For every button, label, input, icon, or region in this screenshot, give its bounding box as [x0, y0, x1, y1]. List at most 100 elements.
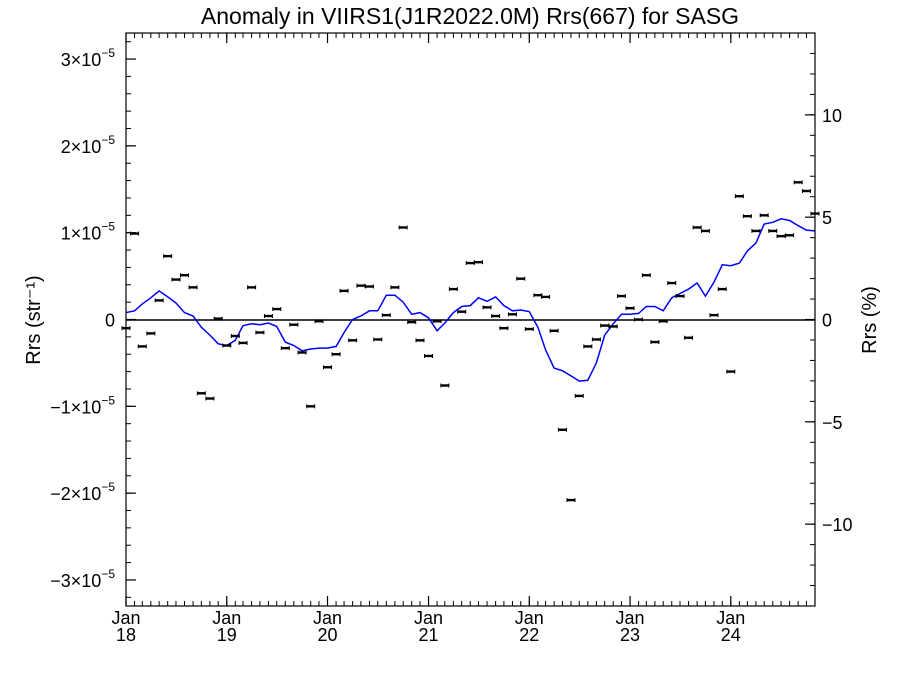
x-tick-label-month: Jan — [313, 608, 342, 628]
data-point — [667, 281, 677, 286]
trend-line — [125, 218, 816, 382]
data-point — [306, 404, 316, 409]
y-right-tick-label: 10 — [822, 106, 842, 126]
x-tick-label-month: Jan — [515, 608, 544, 628]
data-point — [684, 335, 694, 340]
data-point — [457, 309, 467, 314]
data-point — [734, 194, 744, 199]
data-point — [331, 352, 341, 357]
data-point — [297, 350, 307, 355]
x-tick-label-year: 23 — [620, 625, 640, 645]
data-point — [196, 391, 206, 396]
data-point — [717, 287, 727, 292]
data-point — [507, 312, 517, 317]
data-point — [641, 273, 651, 278]
y-right-tick-label: 0 — [822, 311, 832, 331]
y-axis-right-label: Rrs (%) — [859, 286, 881, 354]
y-axis-left-ticks: 3×10−5 2×10−5 1×10−5 0 −1×10−5 −2×10−5 −3×10−5 — [50, 41, 136, 598]
data-point — [407, 320, 417, 325]
data-point — [356, 283, 366, 288]
data-point — [280, 346, 290, 351]
data-point — [634, 317, 644, 322]
x-tick-label-year: 22 — [519, 625, 539, 645]
data-point — [213, 316, 223, 321]
data-point — [415, 338, 425, 343]
data-point — [272, 307, 282, 312]
data-point — [658, 319, 668, 324]
data-point — [424, 353, 434, 358]
data-point — [381, 313, 391, 318]
data-point — [390, 285, 400, 290]
data-point — [776, 234, 786, 239]
x-tick-label-year: 21 — [419, 625, 439, 645]
trend-line-series — [125, 218, 816, 382]
data-point — [263, 314, 273, 319]
data-point — [583, 344, 593, 349]
data-point — [574, 393, 584, 398]
y-right-tick-label: −10 — [822, 515, 853, 535]
data-point — [432, 319, 442, 324]
x-tick-label-month: Jan — [616, 608, 645, 628]
data-point — [533, 293, 543, 298]
x-tick-label-year: 18 — [116, 625, 136, 645]
data-point — [801, 189, 811, 194]
y-axis-right-ticks: 10 5 0 −5 −10 — [805, 32, 853, 607]
data-point — [541, 294, 551, 299]
data-point — [398, 225, 408, 230]
data-point — [130, 231, 140, 236]
y-axis-left-label: Rrs (str⁻¹) — [23, 275, 45, 364]
x-tick-label-year: 19 — [217, 625, 237, 645]
data-point — [482, 305, 492, 310]
data-point — [440, 383, 450, 388]
data-point — [339, 288, 349, 293]
data-point — [323, 365, 333, 370]
data-point — [348, 338, 358, 343]
data-point — [314, 319, 324, 324]
data-point — [591, 337, 601, 342]
data-point — [600, 323, 610, 328]
data-point — [692, 225, 702, 230]
y-left-tick-label: 2×10−5 — [61, 133, 116, 157]
data-point — [230, 333, 240, 338]
x-tick-label-month: Jan — [212, 608, 241, 628]
data-point — [146, 331, 156, 336]
data-point — [137, 344, 147, 349]
y-right-tick-label: 5 — [822, 208, 832, 228]
data-point — [289, 322, 299, 327]
anomaly-point-series — [121, 180, 820, 503]
y-left-tick-label: −3×10−5 — [50, 567, 115, 591]
y-left-tick-label: 1×10−5 — [61, 220, 116, 244]
data-point — [751, 228, 761, 233]
data-point — [180, 273, 190, 278]
data-point — [709, 313, 719, 318]
data-point — [566, 498, 576, 503]
data-point — [759, 213, 769, 218]
x-tick-label-year: 20 — [317, 625, 337, 645]
data-point — [205, 396, 215, 401]
data-point — [524, 327, 534, 332]
data-point — [364, 284, 374, 289]
y-right-tick-label: −5 — [822, 413, 843, 433]
data-point — [785, 233, 795, 238]
data-point — [465, 261, 475, 266]
data-point — [608, 324, 618, 329]
data-point — [171, 277, 181, 282]
data-point — [549, 328, 559, 333]
data-point — [238, 340, 248, 345]
chart-title: Anomaly in VIIRS1(J1R2022.0M) Rrs(667) f… — [201, 3, 739, 29]
data-point — [222, 343, 232, 348]
x-tick-label-month: Jan — [414, 608, 443, 628]
data-point — [154, 298, 164, 303]
data-point — [742, 214, 752, 219]
data-point — [373, 337, 383, 342]
plot-frame — [125, 32, 816, 607]
x-tick-label-year: 24 — [721, 625, 741, 645]
data-point — [726, 369, 736, 374]
x-tick-label-month: Jan — [716, 608, 745, 628]
data-point — [625, 306, 635, 311]
data-point — [255, 330, 265, 335]
y-left-tick-label: −1×10−5 — [50, 393, 115, 417]
data-point — [448, 287, 458, 292]
